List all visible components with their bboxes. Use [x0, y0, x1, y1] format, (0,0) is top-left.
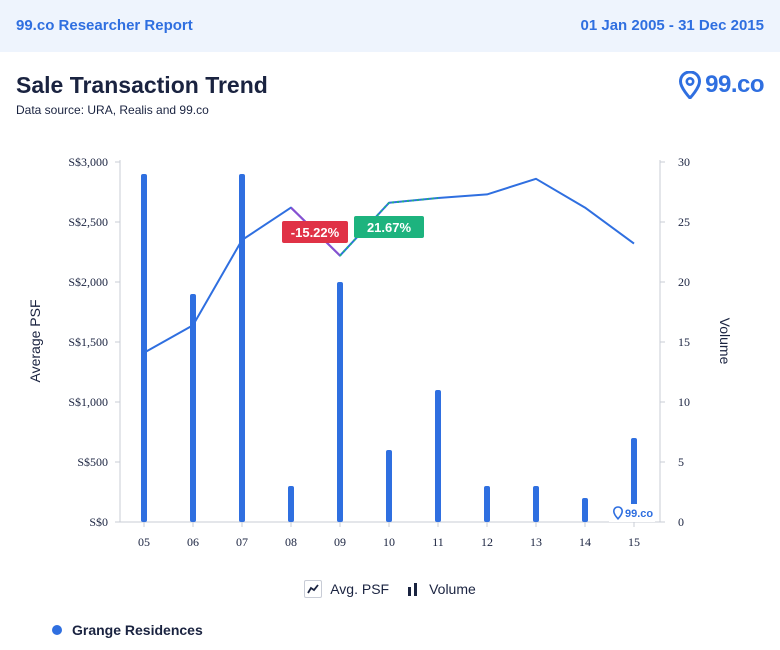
location-pin-icon	[679, 71, 702, 99]
left-tick-label: S$1,000	[68, 395, 108, 409]
decline-badge: -15.22%	[282, 221, 348, 243]
x-tick-label: 08	[285, 535, 297, 549]
line-chart-icon	[304, 580, 323, 598]
right-axis: 0 5 10 15 20 25 30	[659, 155, 690, 529]
volume-bars	[141, 174, 637, 522]
badge-background	[354, 216, 424, 238]
left-tick-label: S$2,500	[68, 215, 108, 229]
left-tick-label: S$500	[77, 455, 108, 469]
brand-logo: 99.co	[679, 68, 764, 102]
watermark-text: 99.co	[625, 508, 653, 520]
x-axis: 05 06 07 08 09 10 11 12 13 14 15	[120, 521, 660, 549]
badge-label: 21.67%	[367, 220, 412, 235]
right-tick-label: 10	[678, 395, 690, 409]
date-range: 01 Jan 2005 - 31 Dec 2015	[580, 17, 764, 34]
right-tick-label: 0	[678, 515, 684, 529]
right-tick-label: 30	[678, 155, 690, 169]
series-legend-label: Grange Residences	[72, 622, 203, 638]
legend-volume-label: Volume	[429, 581, 476, 597]
series-dot-icon	[52, 625, 62, 635]
data-source: Data source: URA, Realis and 99.co	[16, 103, 209, 117]
volume-bar[interactable]	[631, 438, 637, 522]
bar-chart-icon	[405, 581, 421, 597]
right-tick-label: 15	[678, 335, 690, 349]
right-tick-label: 20	[678, 275, 690, 289]
x-tick-label: 07	[236, 535, 248, 549]
right-tick-label: 5	[678, 455, 684, 469]
volume-bar[interactable]	[386, 450, 392, 522]
left-tick-label: S$0	[89, 515, 108, 529]
report-brand: 99.co Researcher Report	[16, 17, 193, 34]
x-tick-label: 15	[628, 535, 640, 549]
legend-avg-psf[interactable]: Avg. PSF	[304, 580, 389, 598]
chart-legend: Avg. PSF Volume	[0, 580, 780, 598]
x-tick-label: 09	[334, 535, 346, 549]
page-title: Sale Transaction Trend	[16, 72, 268, 98]
logo-text: 99.co	[705, 71, 764, 98]
series-legend-item[interactable]: Grange Residences	[52, 622, 203, 638]
volume-bar[interactable]	[141, 174, 147, 522]
volume-bar[interactable]	[190, 294, 196, 522]
report-header: 99.co Researcher Report 01 Jan 2005 - 31…	[0, 0, 780, 52]
watermark-pin-icon	[612, 506, 624, 520]
right-tick-label: 25	[678, 215, 690, 229]
change-badges: -15.22% 21.67%	[282, 216, 424, 243]
volume-bar[interactable]	[582, 498, 588, 522]
x-tick-label: 11	[432, 535, 444, 549]
left-tick-label: S$3,000	[68, 155, 108, 169]
badge-label: -15.22%	[291, 225, 340, 240]
left-tick-label: S$2,000	[68, 275, 108, 289]
avg-psf-polyline	[143, 177, 635, 354]
x-tick-label: 12	[481, 535, 493, 549]
x-tick-label: 10	[383, 535, 395, 549]
avg-psf-line	[143, 177, 635, 354]
legend-avg-psf-label: Avg. PSF	[330, 581, 390, 597]
y-axis-label-right: Volume	[717, 318, 733, 365]
x-tick-label: 05	[138, 535, 150, 549]
volume-bar[interactable]	[435, 390, 441, 522]
y-axis-label-left: Average PSF	[27, 299, 43, 382]
left-tick-label: S$1,500	[68, 335, 108, 349]
volume-bar[interactable]	[533, 486, 539, 522]
volume-bar[interactable]	[484, 486, 490, 522]
chart-watermark: 99.co	[609, 504, 655, 522]
volume-bar[interactable]	[337, 282, 343, 522]
legend-volume[interactable]: Volume	[405, 580, 476, 598]
badge-background	[282, 221, 348, 243]
x-tick-label: 06	[187, 535, 199, 549]
left-axis: S$0 S$500 S$1,000 S$1,500 S$2,000 S$2,500 S$3,…	[68, 155, 121, 529]
x-tick-label: 13	[530, 535, 542, 549]
x-tick-label: 14	[579, 535, 591, 549]
sale-transaction-chart: S$0 S$500 S$1,000 S$1,500 S$2,000 S$2,500 S$3,…	[27, 155, 733, 549]
rise-badge: 21.67%	[354, 216, 424, 238]
volume-bar[interactable]	[288, 486, 294, 522]
volume-bar[interactable]	[239, 174, 245, 522]
